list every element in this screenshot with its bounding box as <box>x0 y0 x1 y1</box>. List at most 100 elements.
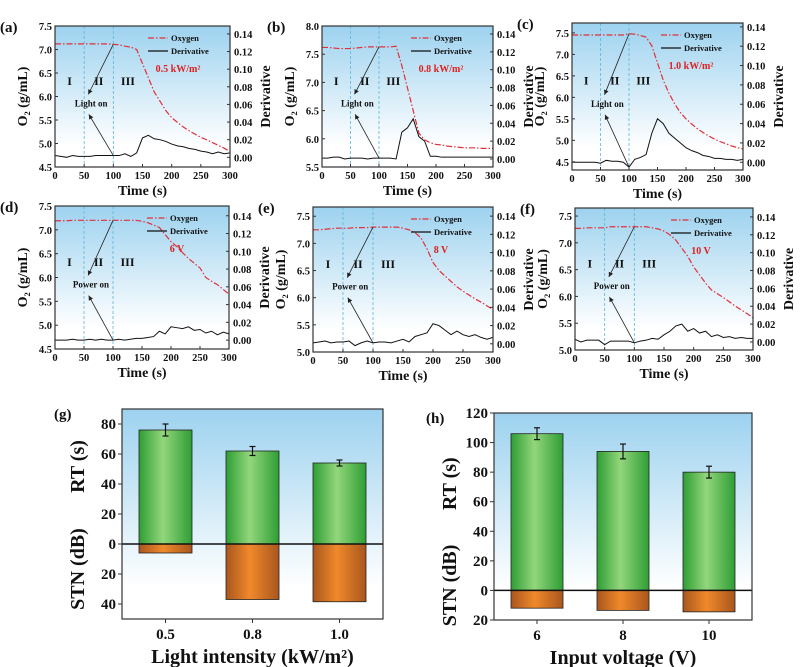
legend-derivative-label: Derivative <box>171 46 209 56</box>
y-tick-label: 7.0 <box>559 239 572 250</box>
y-tick-label: 4.5 <box>39 163 52 174</box>
y-tick-label: 8.0 <box>306 22 319 33</box>
y2-tick-label: 0.02 <box>234 136 252 147</box>
y-tick-label: 4.5 <box>556 158 569 169</box>
x-axis-title: Input voltage (V) <box>550 647 697 667</box>
y2-tick-label: 0.08 <box>747 81 765 92</box>
y2-tick-label: 0.08 <box>497 84 515 95</box>
panel-label: (d) <box>0 200 18 216</box>
y2-tick-label: 0.00 <box>757 338 775 349</box>
x-tick-label: 50 <box>338 356 349 367</box>
stage-label: III <box>381 257 395 271</box>
y2-tick-label: 0.10 <box>747 62 765 73</box>
y2-tick-label: 0.02 <box>497 322 515 333</box>
y-tick-label: 5.5 <box>297 321 310 332</box>
x-tick-label: 100 <box>371 171 387 182</box>
y-tick-label: 6.5 <box>39 69 52 80</box>
plot-frame <box>493 412 753 621</box>
legend-derivative-label: Derivative <box>434 46 472 56</box>
stage-label: III <box>642 257 656 271</box>
stn-bar <box>312 543 367 603</box>
rt-bar <box>510 433 564 591</box>
y2-axis-title: Derivative <box>772 65 787 127</box>
x-tick-label: 150 <box>650 174 666 185</box>
y-tick-label: 0 <box>109 537 117 553</box>
derivative-series-line <box>572 117 744 168</box>
x-tick-label: 1.0 <box>330 627 349 643</box>
y-tick-label: 7.0 <box>297 239 310 250</box>
arrow-to-event <box>88 295 114 341</box>
x-tick-label: 6 <box>533 628 541 644</box>
condition-label: 10 V <box>691 246 711 257</box>
stn-bar <box>682 590 736 613</box>
derivative-series-line <box>574 323 753 346</box>
y-tick-label: 0 <box>481 583 489 599</box>
y-tick-label: 6.0 <box>39 93 52 104</box>
arrow-to-event <box>347 297 374 344</box>
oxygen-series-line <box>322 45 493 149</box>
derivative-series-line <box>55 326 230 341</box>
stage-label: I <box>587 257 592 271</box>
x-tick-label: 50 <box>595 174 606 185</box>
y-tick-label: 6.5 <box>297 267 310 278</box>
legend-derivative-label: Derivative <box>434 227 472 237</box>
x-tick-label: 250 <box>192 353 208 364</box>
y-tick-label: 7.5 <box>39 202 52 213</box>
x-tick-label: 300 <box>222 171 238 182</box>
y2-tick-label: 0.14 <box>747 23 766 34</box>
x-tick-label: 50 <box>79 171 90 182</box>
x-tick-label: 10 <box>702 628 717 644</box>
y-tick-label: 5.5 <box>39 116 52 127</box>
arrow-to-event <box>609 296 635 344</box>
oxygen-series-line <box>572 33 744 150</box>
event-annotation: Light on <box>341 98 374 108</box>
x-tick-label: 200 <box>425 356 441 367</box>
y2-tick-label: 0.04 <box>497 119 516 130</box>
y-tick-label: 5.0 <box>556 136 569 147</box>
stage-label: I <box>334 74 339 88</box>
y2-tick-label: 0.06 <box>497 101 515 112</box>
y2-tick-label: 0.14 <box>757 213 776 224</box>
y2-tick-label: 0.02 <box>233 318 251 329</box>
y2-axis-title: Derivative <box>522 248 537 310</box>
y-tick-label: 5.5 <box>39 297 52 308</box>
stage-label: III <box>121 74 135 88</box>
y2-tick-label: 0.00 <box>497 155 515 166</box>
derivative-series-line <box>312 323 494 347</box>
x-tick-label: 100 <box>105 353 121 364</box>
y2-tick-label: 0.10 <box>497 66 515 77</box>
y-tick-label: 7.0 <box>39 46 52 57</box>
y-axis-title: O₂ (g/mL) <box>533 66 548 126</box>
rt-bar <box>312 462 367 545</box>
condition-label: 6 V <box>170 244 185 255</box>
stage-label: II <box>94 255 104 269</box>
y-tick-label: 7.5 <box>39 22 52 33</box>
y-tick-label: 6.0 <box>556 93 569 104</box>
x-tick-label: 100 <box>626 354 642 365</box>
y-tick-label: 4.5 <box>39 345 52 356</box>
x-tick-label: 300 <box>485 356 501 367</box>
rt-bar <box>596 451 650 591</box>
y2-tick-label: 0.02 <box>497 137 515 148</box>
arrow-to-event <box>354 46 380 95</box>
arrow-to-event <box>354 114 380 159</box>
stage-label: II <box>360 74 370 88</box>
x-axis-title: Light intensity (kW/m²) <box>151 646 354 667</box>
y2-axis-title: Derivative <box>782 248 797 310</box>
event-annotation: Light on <box>591 99 624 109</box>
x-tick-label: 100 <box>105 171 121 182</box>
oxygen-series-line <box>575 226 754 319</box>
y2-tick-label: 0.08 <box>233 265 251 276</box>
y-tick-label: 20 <box>473 613 488 629</box>
x-tick-label: 200 <box>164 171 180 182</box>
event-annotation: Power on <box>73 280 109 290</box>
y2-tick-label: 0.12 <box>233 230 251 241</box>
x-tick-label: 300 <box>735 174 751 185</box>
legend-oxygen-label: Oxygen <box>434 214 462 224</box>
x-tick-label: 50 <box>79 353 90 364</box>
